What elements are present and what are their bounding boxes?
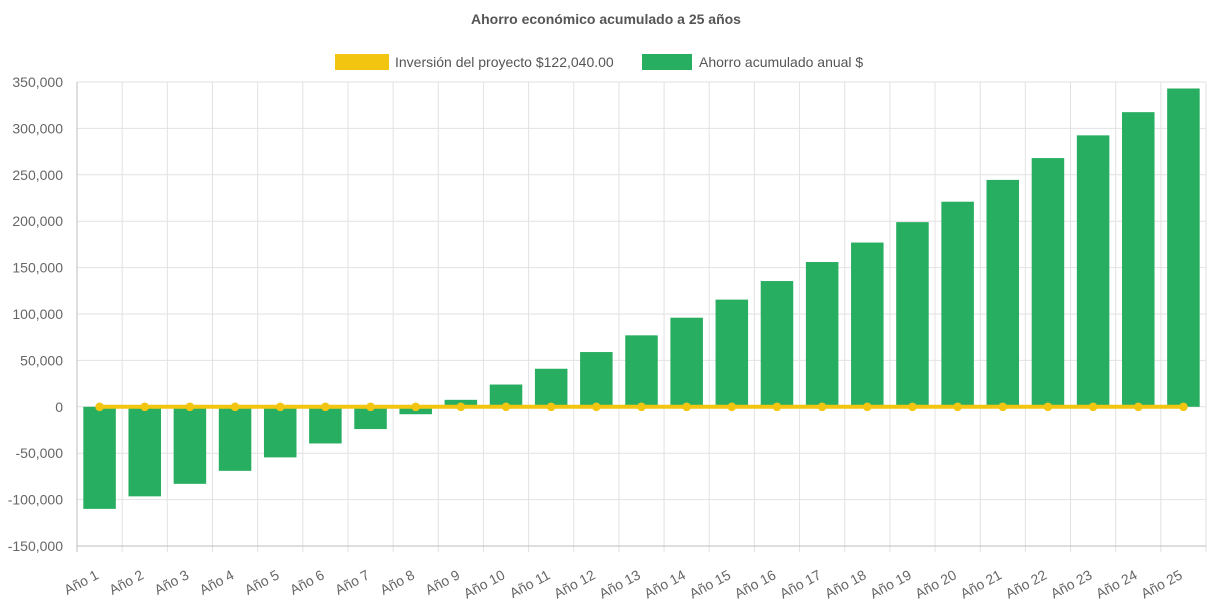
y-tick-label: -50,000 <box>16 445 64 461</box>
bar-ahorro-14[interactable] <box>670 317 703 407</box>
x-tick-label: Año 17 <box>777 566 824 601</box>
x-tick-label: Año 24 <box>1093 566 1140 601</box>
investment-point-6[interactable] <box>321 402 330 412</box>
x-tick-label: Año 5 <box>242 566 282 597</box>
investment-point-11[interactable] <box>546 402 556 412</box>
investment-point-25[interactable] <box>1179 402 1188 412</box>
investment-point-9[interactable] <box>456 402 466 412</box>
investment-point-7[interactable] <box>366 402 375 412</box>
x-tick-label: Año 11 <box>507 566 553 601</box>
x-tick-label: Año 15 <box>687 566 734 601</box>
investment-point-2[interactable] <box>140 402 150 412</box>
y-tick-label: -100,000 <box>8 492 63 508</box>
x-axis-labels: Año 1 Año 2 Año 3 Año 4 Año 5 Año 6 Año 7 Año 8… <box>61 566 1185 601</box>
investment-point-15[interactable] <box>727 402 737 412</box>
y-tick-label: 100,000 <box>12 306 63 322</box>
bar-ahorro-13[interactable] <box>625 335 658 407</box>
y-axis-labels: 350,000 300,000 250,000 200,000 150,000 100,0… <box>8 74 63 554</box>
x-tick-label: Año 4 <box>197 566 237 597</box>
bar-ahorro-19[interactable] <box>896 222 929 407</box>
x-tick-label: Año 9 <box>422 566 462 597</box>
y-tick-label: 250,000 <box>12 167 63 183</box>
x-tick-label: Año 23 <box>1048 566 1095 601</box>
investment-point-23[interactable] <box>1088 402 1098 412</box>
investment-point-24[interactable] <box>1133 402 1143 412</box>
x-tick-label: Año 2 <box>106 566 146 597</box>
bar-ahorro-23[interactable] <box>1076 135 1110 407</box>
investment-point-12[interactable] <box>592 402 601 412</box>
x-tick-label: Año 25 <box>1138 566 1185 601</box>
bar-ahorro-3[interactable] <box>173 406 207 484</box>
y-tick-label: 0 <box>55 399 63 415</box>
bar-ahorro-11[interactable] <box>534 368 568 407</box>
bar-ahorro-25[interactable] <box>1167 88 1200 407</box>
investment-point-19[interactable] <box>908 402 917 412</box>
investment-point-14[interactable] <box>682 402 691 412</box>
legend: Inversión del proyecto $122,040.00 Ahorr… <box>335 54 863 70</box>
x-tick-label: Año 8 <box>377 566 417 597</box>
legend-swatch-investment[interactable] <box>335 54 389 70</box>
x-tick-label: Año 6 <box>287 566 327 597</box>
x-tick-label: Año 13 <box>596 566 643 601</box>
y-tick-label: 150,000 <box>12 260 63 276</box>
bar-ahorro-12[interactable] <box>580 352 613 407</box>
investment-point-4[interactable] <box>230 402 240 412</box>
y-tick-label: 200,000 <box>12 213 63 229</box>
investment-point-5[interactable] <box>275 402 285 412</box>
investment-point-3[interactable] <box>185 402 195 412</box>
bar-ahorro-10[interactable] <box>489 384 523 407</box>
x-tick-label: Año 21 <box>957 566 1004 601</box>
x-tick-label: Año 12 <box>551 566 598 601</box>
bar-ahorro-20[interactable] <box>941 201 974 407</box>
x-tick-label: Año 16 <box>732 566 779 601</box>
bar-ahorro-16[interactable] <box>760 281 794 407</box>
investment-point-21[interactable] <box>998 402 1008 412</box>
y-tick-label: 350,000 <box>12 74 63 90</box>
x-tick-label: Año 7 <box>332 566 372 597</box>
y-tick-label: 50,000 <box>20 352 63 368</box>
investment-point-1[interactable] <box>95 402 104 412</box>
x-tick-label: Año 19 <box>867 566 914 601</box>
bar-ahorro-6[interactable] <box>309 406 342 444</box>
y-tick-label: -150,000 <box>8 538 63 554</box>
bar-ahorro-24[interactable] <box>1122 112 1155 407</box>
x-tick-label: Año 14 <box>641 566 688 601</box>
investment-point-16[interactable] <box>772 402 782 412</box>
investment-point-13[interactable] <box>637 402 646 412</box>
x-tick-label: Año 20 <box>912 566 959 601</box>
bar-ahorro-4[interactable] <box>218 406 252 471</box>
investment-point-20[interactable] <box>953 402 962 412</box>
x-tick-label: Año 3 <box>151 566 191 597</box>
chart-title: Ahorro económico acumulado a 25 años <box>471 11 741 27</box>
y-tick-label: 300,000 <box>12 120 63 136</box>
legend-label-investment[interactable]: Inversión del proyecto $122,040.00 <box>395 54 614 70</box>
x-tick-label: Año 18 <box>822 566 869 601</box>
legend-swatch-savings[interactable] <box>642 54 692 70</box>
bar-ahorro-18[interactable] <box>851 242 884 407</box>
investment-line-series <box>95 402 1188 412</box>
bar-ahorro-7[interactable] <box>354 406 387 430</box>
grid <box>76 81 1207 552</box>
bar-ahorro-22[interactable] <box>1031 158 1065 407</box>
bar-ahorro-21[interactable] <box>986 179 1020 407</box>
bar-ahorro-5[interactable] <box>263 406 297 458</box>
x-tick-label: Año 10 <box>461 566 508 601</box>
x-tick-label: Año 1 <box>61 566 101 597</box>
investment-point-8[interactable] <box>411 402 421 412</box>
investment-point-10[interactable] <box>501 402 511 412</box>
investment-point-18[interactable] <box>863 402 872 412</box>
bar-ahorro-1[interactable] <box>83 406 116 509</box>
investment-point-22[interactable] <box>1043 402 1053 412</box>
bars <box>83 88 1200 509</box>
investment-point-17[interactable] <box>817 402 827 412</box>
bar-ahorro-17[interactable] <box>805 262 839 407</box>
legend-label-savings[interactable]: Ahorro acumulado anual $ <box>699 54 863 70</box>
x-tick-label: Año 22 <box>1003 566 1050 601</box>
bar-ahorro-2[interactable] <box>128 406 161 497</box>
bar-ahorro-15[interactable] <box>715 299 749 407</box>
